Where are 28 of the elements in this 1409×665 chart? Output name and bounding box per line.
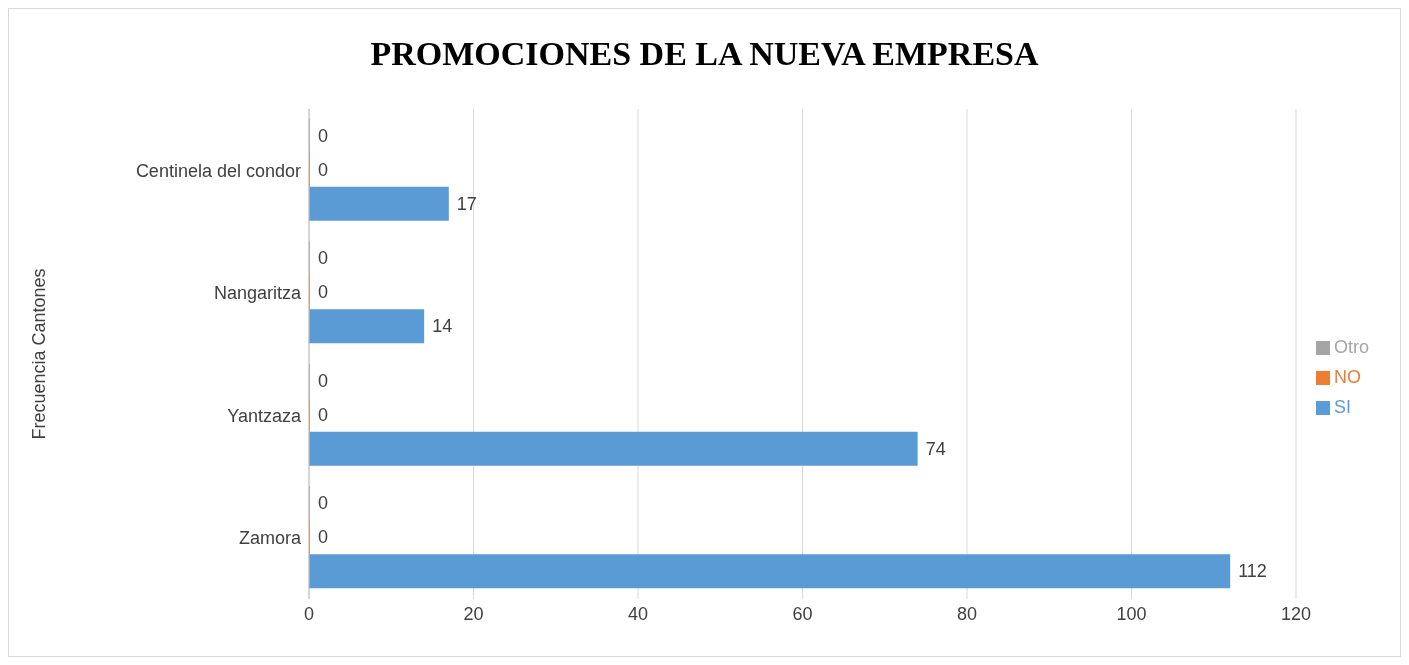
x-tick-label: 0 bbox=[303, 603, 315, 624]
data-label: 0 bbox=[318, 370, 329, 391]
data-label: 17 bbox=[456, 193, 477, 214]
y-tick-label: Zamora bbox=[238, 528, 302, 549]
data-label: 0 bbox=[318, 159, 329, 180]
y-tick-label: Yantzaza bbox=[227, 405, 302, 426]
data-label: 112 bbox=[1238, 561, 1267, 582]
y-tick-label: Nangaritza bbox=[213, 283, 302, 304]
data-label: 0 bbox=[318, 493, 329, 514]
data-label: 0 bbox=[318, 125, 329, 146]
data-label: 14 bbox=[432, 316, 453, 337]
data-label: 0 bbox=[318, 248, 329, 269]
x-tick-label: 60 bbox=[792, 603, 813, 624]
x-tick-label: 120 bbox=[1280, 603, 1312, 624]
y-tick-label: Centinela del condor bbox=[135, 160, 301, 181]
legend-label: NO bbox=[1333, 366, 1361, 387]
x-tick-label: 20 bbox=[463, 603, 484, 624]
chart-title: PROMOCIONES DE LA NUEVA EMPRESA bbox=[369, 34, 1040, 74]
data-label: 0 bbox=[318, 404, 329, 425]
x-tick-label: 100 bbox=[1116, 603, 1147, 624]
x-tick-label: 80 bbox=[956, 603, 978, 624]
data-label: 0 bbox=[318, 282, 329, 303]
legend-label: SI bbox=[1333, 396, 1351, 417]
legend-label: Otro bbox=[1333, 336, 1369, 357]
data-label: 74 bbox=[925, 438, 946, 459]
y-axis-title: Frecuencia Cantones bbox=[29, 268, 50, 440]
data-label: 0 bbox=[318, 527, 329, 548]
x-tick-label: 40 bbox=[627, 603, 649, 624]
